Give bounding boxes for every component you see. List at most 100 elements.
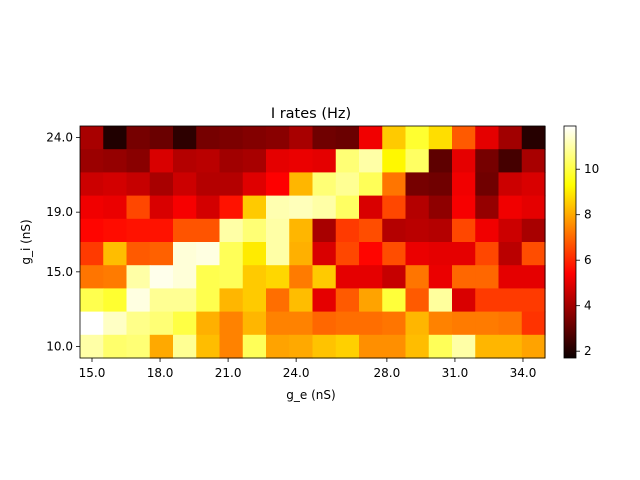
heatmap-cell (405, 172, 430, 197)
heatmap-cell (428, 265, 453, 289)
heatmap-cell (312, 149, 337, 173)
heatmap-cell (289, 242, 314, 266)
x-tick-label: 21.0 (215, 366, 242, 380)
heatmap-cell (126, 172, 151, 197)
heatmap-cell (103, 172, 128, 197)
heatmap-cell (359, 311, 383, 336)
heatmap-cell (382, 311, 407, 336)
heatmap-cell (289, 288, 314, 313)
heatmap-cell (289, 172, 314, 197)
heatmap-cell (103, 218, 128, 243)
heatmap-cell (103, 195, 128, 220)
heatmap-cell (219, 195, 244, 220)
heatmap-cell (359, 288, 383, 313)
heatmap-cell (405, 265, 430, 289)
heatmap-cell (312, 242, 337, 266)
heatmap-cell (475, 242, 500, 266)
heatmap-cell (452, 149, 476, 173)
heatmap-cell (335, 334, 360, 359)
colorbar-tick-label: 8 (584, 208, 592, 222)
heatmap-cell (80, 218, 104, 243)
heatmap-cell (382, 195, 407, 220)
heatmap-cell (452, 195, 476, 220)
heatmap-cell (80, 334, 104, 359)
heatmap-cell (405, 242, 430, 266)
heatmap-cell (126, 334, 151, 359)
heatmap-cell (498, 265, 523, 289)
heatmap-cell (149, 242, 174, 266)
heatmap-cell (196, 195, 221, 220)
heatmap-cell (335, 218, 360, 243)
x-tick-label: 18.0 (147, 366, 174, 380)
heatmap-cell (103, 149, 128, 173)
heatmap-cell (266, 265, 290, 289)
heatmap-cell (521, 126, 546, 150)
heatmap-cell (312, 288, 337, 313)
heatmap-cell (475, 126, 500, 150)
heatmap-cell (103, 311, 128, 336)
heatmap-cell (149, 149, 174, 173)
heatmap-cell (80, 311, 104, 336)
heatmap-cell (242, 288, 267, 313)
heatmap-cell (475, 172, 500, 197)
heatmap-cell (521, 149, 546, 173)
heatmap-cell (498, 172, 523, 197)
heatmap-cell (428, 126, 453, 150)
heatmap-cell (266, 126, 290, 150)
heatmap-cell (126, 265, 151, 289)
heatmap-cell (266, 149, 290, 173)
heatmap-cell (428, 218, 453, 243)
heatmap-cell (149, 126, 174, 150)
heatmap-cell (289, 195, 314, 220)
heatmap-cell (242, 172, 267, 197)
heatmap-cell (242, 311, 267, 336)
heatmap-cell (173, 311, 197, 336)
heatmap-cell (289, 126, 314, 150)
heatmap-cell (289, 265, 314, 289)
heatmap-cell (382, 265, 407, 289)
heatmap-cell (219, 334, 244, 359)
heatmap-cell (219, 265, 244, 289)
heatmap-cell (452, 265, 476, 289)
heatmap-cell (405, 288, 430, 313)
heatmap-cell (359, 334, 383, 359)
heatmap-cell (80, 242, 104, 266)
heatmap-cell (196, 172, 221, 197)
heatmap-cell (196, 149, 221, 173)
heatmap-cell (173, 126, 197, 150)
heatmap-cell (359, 126, 383, 150)
heatmap-cell (266, 311, 290, 336)
heatmap-cell (266, 195, 290, 220)
heatmap-cell (173, 218, 197, 243)
x-tick-label: 15.0 (79, 366, 106, 380)
colorbar-tick-label: 10 (584, 162, 599, 176)
heatmap-cell (149, 172, 174, 197)
heatmap-cell (289, 311, 314, 336)
heatmap-cell (196, 126, 221, 150)
heatmap-cell (335, 172, 360, 197)
heatmap-cell (428, 195, 453, 220)
heatmap-cell (521, 265, 546, 289)
x-tick-label: 28.0 (374, 366, 401, 380)
heatmap-cell (498, 242, 523, 266)
heatmap-cell (335, 149, 360, 173)
heatmap-cell (452, 242, 476, 266)
heatmap-cell (428, 149, 453, 173)
heatmap-cell (335, 126, 360, 150)
heatmap-cell (521, 195, 546, 220)
heatmap-cell (405, 149, 430, 173)
heatmap-cell (173, 149, 197, 173)
plot-frame (79, 125, 546, 359)
heatmap-cell (335, 195, 360, 220)
heatmap-cell (359, 218, 383, 243)
heatmap-cell (335, 242, 360, 266)
heatmap-cell (103, 265, 128, 289)
heatmap-cell (498, 218, 523, 243)
heatmap-cell (382, 334, 407, 359)
chart-title: I rates (Hz) (271, 106, 351, 122)
heatmap-cell (196, 311, 221, 336)
heatmap-cell (196, 265, 221, 289)
colorbar-tick-label: 6 (584, 253, 592, 267)
colorbar-ticks: 2 4 6 8 10 (576, 162, 599, 358)
heatmap-cell (242, 265, 267, 289)
